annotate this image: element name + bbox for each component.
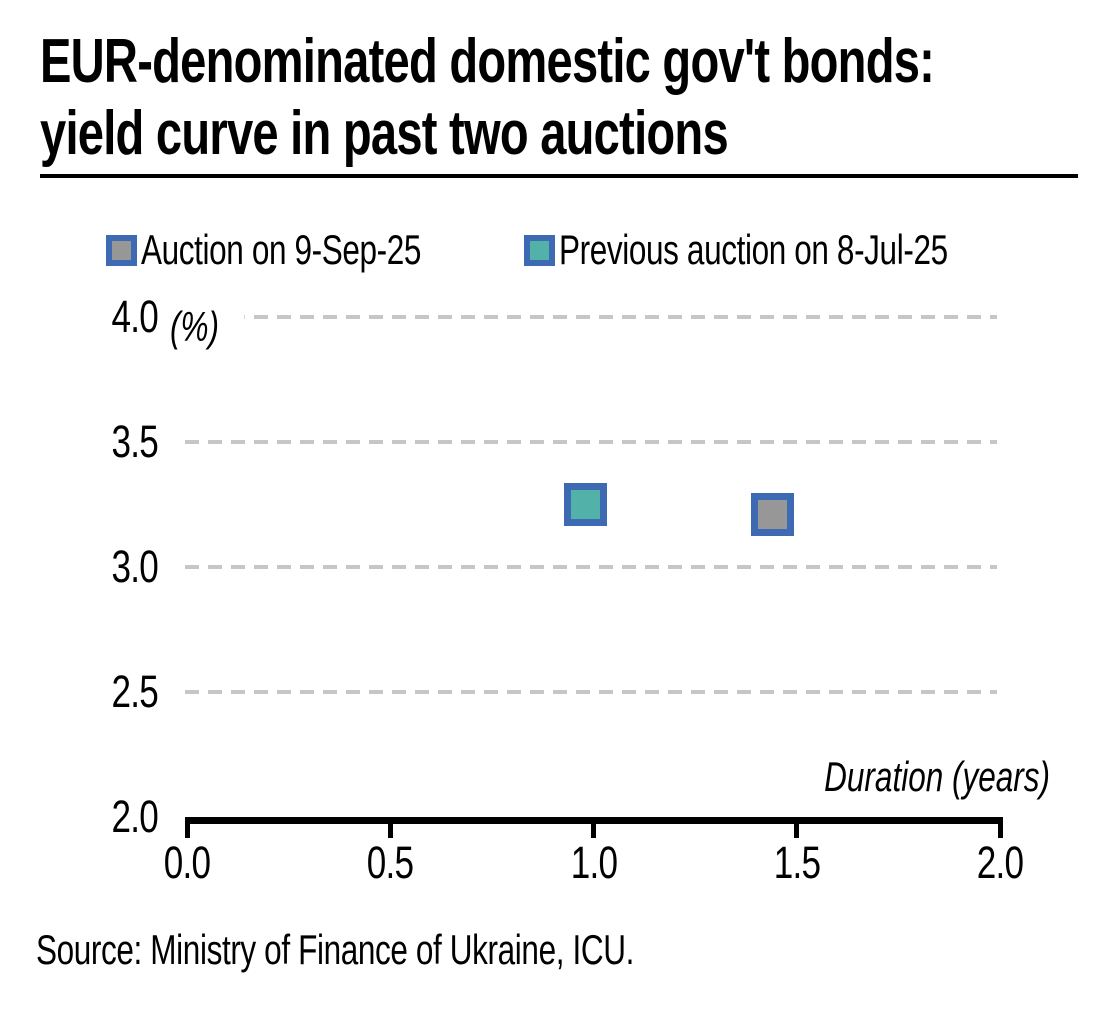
y-gridline [185,440,997,444]
chart-title-line-2: yield curve in past two auctions [40,99,729,168]
y-tick-label: 3.5 [111,416,159,467]
data-point-marker [750,493,794,536]
legend-label: Auction on 9-Sep-25 [141,226,422,273]
source-note: Source: Ministry of Finance of Ukraine, … [36,926,634,973]
legend-item: Previous auction on 8-Jul-25 [524,226,1077,273]
y-gridline [185,565,997,569]
y-gridline [185,690,997,694]
chart-title-line-1: EUR-denominated domestic gov't bonds: [40,27,935,96]
legend-swatch [106,234,137,266]
y-tick-label: 2.5 [111,666,159,717]
legend-swatch [524,234,555,266]
chart-title: EUR-denominated domestic gov't bonds: yi… [40,26,1116,170]
y-axis-unit-label: (%) [170,302,245,352]
x-tick-mark [794,817,800,838]
x-tick-label: 1.5 [773,837,821,888]
x-tick-mark [591,817,596,838]
x-tick-label: 2.0 [976,837,1024,888]
y-gridline [185,315,997,319]
legend-item: Auction on 9-Sep-25 [106,226,514,273]
x-tick-mark [997,817,1003,838]
x-tick-mark [387,817,393,838]
legend-label: Previous auction on 8-Jul-25 [559,226,948,273]
x-tick-mark [184,817,190,838]
x-axis-title: Duration (years) [824,753,1050,800]
title-divider [40,174,1078,178]
data-point-marker [563,483,607,526]
x-tick-label: 0.5 [367,837,414,888]
y-tick-label: 3.0 [111,541,159,592]
y-tick-label: 2.0 [111,791,159,842]
y-tick-label: 4.0 [111,291,159,342]
x-tick-label: 0.0 [163,837,211,888]
x-tick-label: 1.0 [570,837,617,888]
